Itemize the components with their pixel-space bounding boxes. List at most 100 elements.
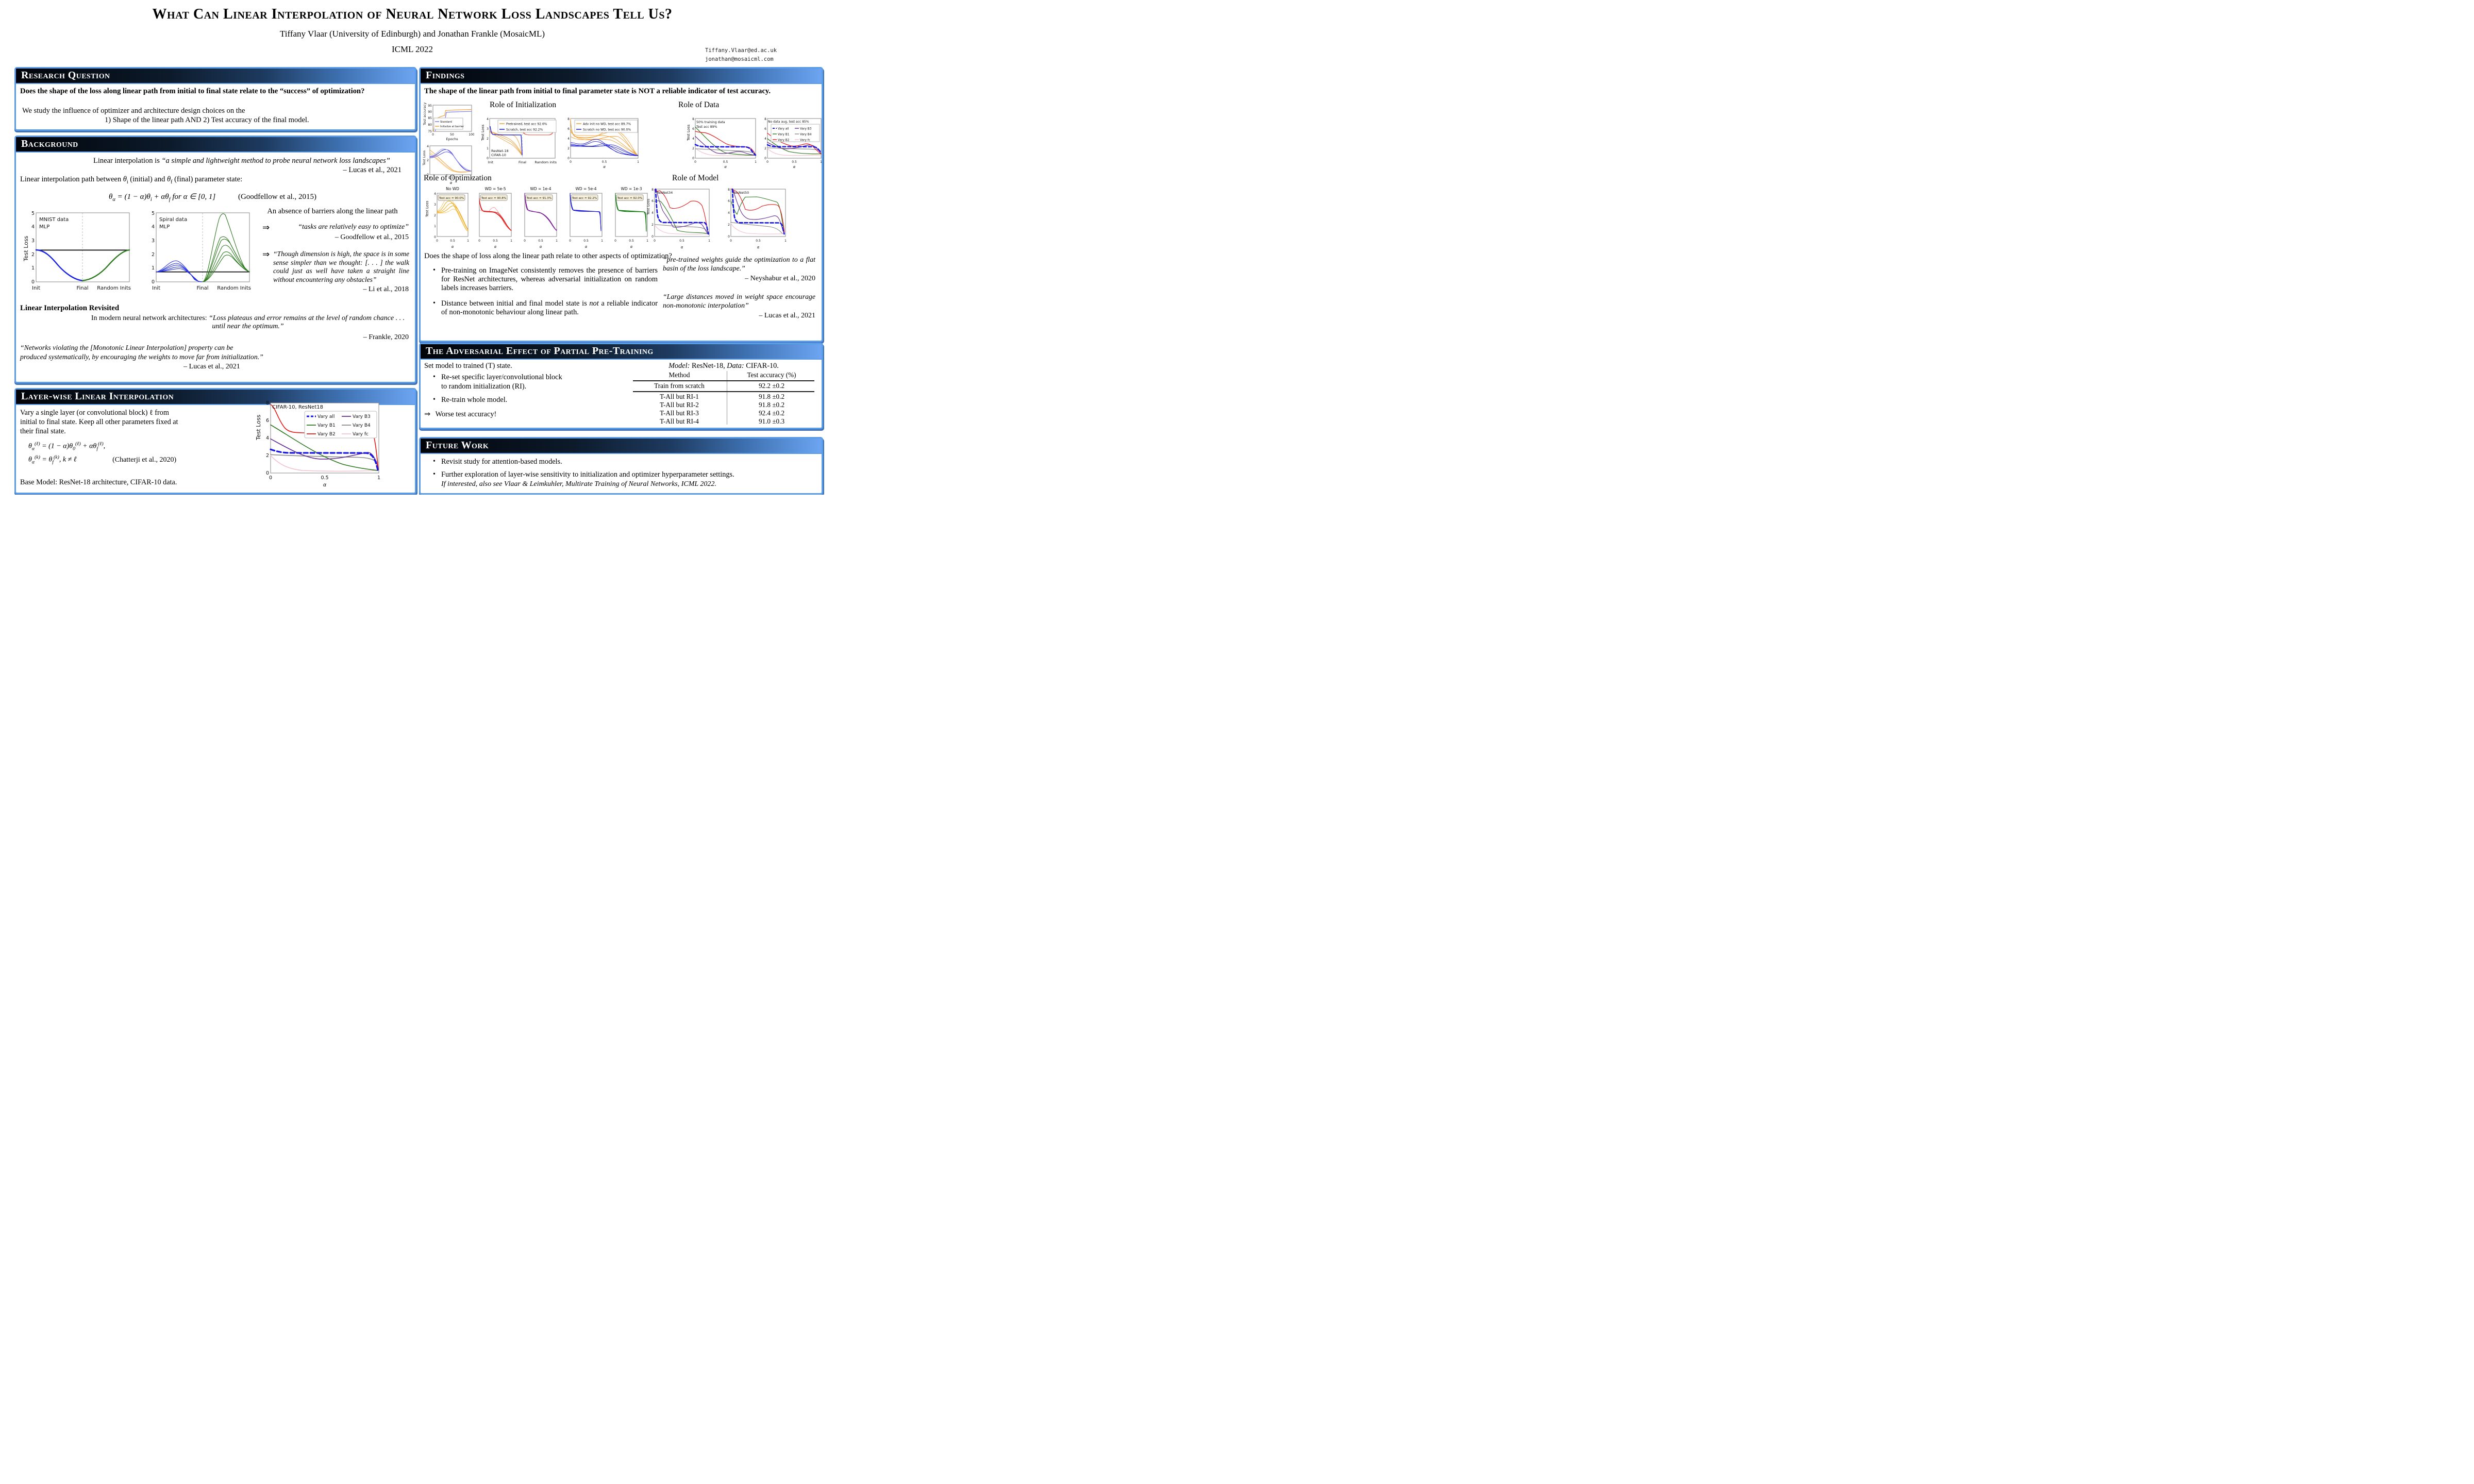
lw-ytick4: 8	[266, 400, 269, 406]
opt1-c1	[437, 200, 469, 231]
mid-orange1	[490, 131, 522, 155]
d50-curve-fc	[695, 147, 756, 156]
m34-curve-b4	[654, 224, 709, 234]
mnist-ytick4: 4	[31, 224, 35, 230]
lw-para3: their final state.	[20, 427, 66, 435]
acc-legend-standard: Standard	[440, 121, 452, 124]
lw-para2: initial to final state. Keep all other p…	[20, 418, 178, 426]
bg-modern-quote: “Loss plateaus and error remains at the …	[209, 314, 405, 330]
m50-ytick2: 4	[728, 211, 730, 215]
adv-xtick2: 1	[637, 160, 639, 164]
lw-curve-b3	[270, 438, 378, 467]
mnist-frame	[36, 212, 130, 282]
opt2-xlabel: α	[494, 245, 497, 249]
lw-eq1-comma: ,	[103, 442, 106, 450]
m34-curve-b3	[656, 189, 708, 234]
lw-eq1-sup: (ℓ)	[35, 441, 40, 447]
opt5-title: WD = 1e-3	[621, 187, 642, 191]
fw-bullet1: Revisit study for attention-based models…	[441, 458, 562, 466]
mid-legend-box	[497, 120, 557, 133]
m34-frame	[654, 189, 710, 237]
mnist-xtick-final: Final	[76, 285, 88, 291]
opt1-xtick2: 1	[467, 239, 469, 243]
opt1-xtick0: 0	[436, 239, 438, 243]
acc-ytick2: 85	[428, 116, 432, 120]
dna-xlabel: α	[793, 165, 796, 169]
data-noaug-plot: No data aug, test acc 85% Vary all Vary …	[764, 117, 822, 169]
lw-ytick3: 6	[266, 418, 269, 424]
acc-ylabel: Test accuracy	[423, 103, 427, 126]
d50-inset1: 50% training data	[696, 121, 725, 124]
spiral-frame	[156, 212, 250, 282]
research-question-box: Research Question Does the shape of the …	[14, 67, 416, 131]
spiral-ytick3: 3	[152, 238, 155, 244]
m34-ytick0: 0	[651, 235, 654, 239]
bg-path-sub-i: i	[126, 179, 128, 185]
m34-inset: ResNet34	[657, 191, 673, 195]
lw-eq1-sub0: 0	[73, 446, 76, 452]
lw-eq1-m1: = (1 − α)θ	[40, 442, 73, 450]
fd-quote1-cite: – Neyshabur et al., 2020	[745, 275, 815, 282]
m50-curve-b4	[730, 222, 783, 234]
venue-line: ICML 2022	[391, 44, 433, 54]
lw-eq2-sup: (k)	[35, 454, 40, 460]
model-resnet50-plot: ResNet50 0 2 4 6 8 0 0.5 1 α	[728, 188, 787, 249]
mid-ytick2: 2	[487, 137, 489, 141]
fd-question: Does the shape of loss along the linear …	[424, 252, 672, 260]
opt1-badge-box	[438, 194, 465, 201]
mnist-mlp-plot: MNIST data MLP Test Loss 0 1 2 3 4 5 Ini…	[23, 211, 131, 291]
opt4-title: WD = 5e-4	[575, 187, 596, 191]
ia-ylabel: Test Loss	[423, 150, 426, 166]
lw-eq1-m2: + αθ	[80, 442, 97, 450]
bg-path-t2: (final) parameter state:	[172, 175, 243, 183]
adv-ytick4: 8	[567, 117, 570, 121]
acc-ytick3: 90	[428, 110, 432, 114]
lw-eq1-sup0: (ℓ)	[75, 441, 81, 447]
opt4-xtick0: 0	[569, 239, 571, 243]
table-row4-method: T-All but RI-4	[660, 417, 699, 425]
m34-ytick2: 4	[651, 211, 654, 215]
d50-xtick0: 0	[694, 160, 696, 164]
opt1-ytick0: 0	[434, 235, 436, 239]
m34-curve-fc	[654, 224, 709, 234]
fd-bullet2-dot: •	[433, 299, 436, 307]
dna-ytick0: 0	[764, 157, 766, 160]
lw-curve-vary-all	[270, 448, 379, 471]
table-col-header-acc: Test accuracy (%)	[747, 371, 796, 379]
lw-legend-all: Vary all	[317, 414, 335, 419]
opt5-c3	[615, 194, 647, 231]
dna-xtick1: 0.5	[792, 160, 797, 164]
m34-xtick2: 1	[708, 239, 710, 243]
table-row1-acc: 91.8 ±0.2	[758, 393, 785, 400]
m50-curve-b1	[730, 196, 784, 233]
mnist-curve-init-final	[35, 249, 83, 281]
m50-curve-fc	[730, 223, 784, 234]
dna-xtick0: 0	[766, 160, 768, 164]
opt5-badge: Test acc = 92.0%	[617, 197, 642, 200]
fd-sec-initialization: Role of Initialization	[490, 100, 557, 109]
dna-xtick2: 1	[820, 160, 822, 164]
email-2: jonathan@mosaicml.com	[705, 56, 774, 62]
mid-legend-pretrained: Pretrained, test acc 92.6%	[506, 123, 547, 126]
ia-xlabel: α	[450, 181, 453, 185]
opt5-badge-box	[616, 194, 644, 201]
ia-blue1	[429, 149, 472, 172]
d50-curve-vary-all	[694, 144, 757, 156]
spiral-ytick0: 0	[152, 279, 155, 285]
eq-mid2: + αθ	[152, 193, 169, 201]
lw-eq2: θα(k) = θf(k), k ≠ ℓ (Chatterji et al., …	[28, 454, 176, 465]
bg-path-t0: Linear interpolation path between	[20, 175, 123, 183]
acc-xtick1: 50	[450, 133, 454, 137]
adv-model-value: ResNet-18,	[690, 362, 727, 370]
mnist-curve-final-random	[81, 249, 130, 281]
dna-curve-fc	[767, 148, 822, 156]
bg-intro-plain: Linear interpolation is	[93, 157, 162, 165]
fd-bullet1-dot: •	[433, 266, 436, 274]
m34-curve-b1	[654, 200, 709, 234]
lw-eq1-sub: α	[31, 446, 35, 452]
lw-base-model: Base Model: ResNet-18 architecture, CIFA…	[20, 478, 177, 486]
lw-ytick2: 4	[266, 435, 269, 441]
dna-legend-b3: Vary B3	[800, 128, 812, 131]
mnist-xtick-init: Init	[32, 285, 40, 291]
d50-ytick0: 0	[692, 157, 694, 160]
